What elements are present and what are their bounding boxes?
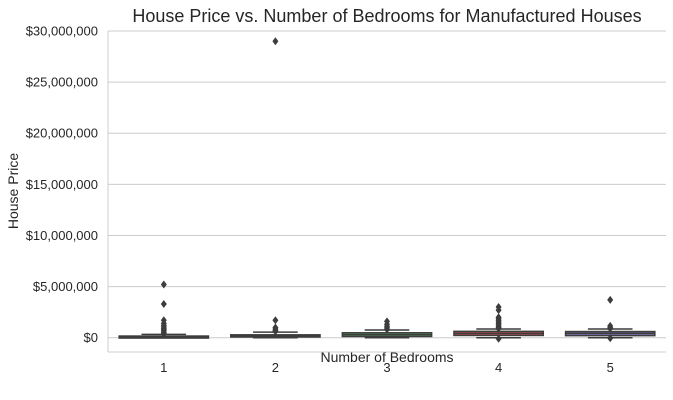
y-tick-label: $20,000,000 [26,126,98,141]
outlier-point [495,313,502,322]
box-group [230,37,321,339]
chart-title: House Price vs. Number of Bedrooms for M… [132,6,641,26]
y-tick-label: $0 [84,330,98,345]
x-tick-label: 2 [272,360,279,375]
box-group [564,295,656,343]
axes-spines [107,31,666,353]
box-group [118,280,210,339]
y-axis-label: House Price [5,153,21,229]
y-tick-label: $5,000,000 [33,279,98,294]
box-group [453,303,544,343]
y-tick-label: $15,000,000 [26,177,98,192]
box-group [341,317,433,339]
x-axis-label: Number of Bedrooms [320,349,453,365]
y-tick-label: $10,000,000 [26,228,98,243]
outlier-point [607,321,614,330]
outlier-point [384,317,390,326]
outlier-point [272,316,279,325]
outlier-point [607,295,614,304]
grid-lines [108,30,666,339]
y-ticks: $0 $5,000,000 $10,000,000 $15,000,000 $20,00… [26,24,98,346]
outlier-point [272,323,279,332]
x-tick-label: 4 [495,360,502,375]
outlier-point [160,299,167,308]
x-tick-label: 5 [607,360,614,375]
outlier-point [495,334,502,343]
y-tick-label: $30,000,000 [26,24,98,39]
outlier-point [495,303,502,312]
outlier-point [160,316,167,325]
outlier-point [272,37,279,46]
x-tick-label: 1 [160,360,167,375]
boxes [118,37,656,343]
y-tick-label: $25,000,000 [26,75,98,90]
outlier-point [160,280,167,289]
outlier-point [607,334,614,343]
x-tick-label: 3 [383,360,390,375]
x-ticks: 1 2 3 4 5 [160,360,614,375]
